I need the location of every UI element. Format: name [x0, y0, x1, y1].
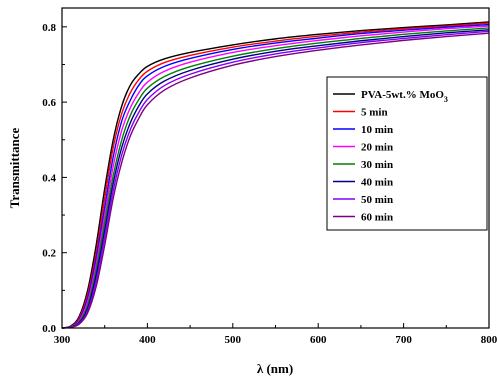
y-axis-ticks: 0.0 0.2 0.4 0.6 0.8: [42, 22, 67, 335]
legend-label-5: 40 min: [361, 177, 393, 189]
y-tick-label: 0.0: [42, 323, 56, 335]
legend-label-1: 5 min: [361, 107, 388, 119]
legend-label-4: 30 min: [361, 159, 393, 171]
series-line-5: [61, 29, 490, 329]
x-tick-label: 600: [310, 334, 327, 346]
y-tick-label: 0.2: [42, 248, 56, 260]
y-tick-label: 0.8: [42, 22, 56, 34]
series-line-7: [61, 32, 490, 329]
y-axis-title: Transmittance: [7, 127, 22, 208]
x-axis-title: λ (nm): [257, 361, 293, 376]
x-axis-symbol: λ: [257, 361, 264, 376]
x-tick-label: 300: [54, 334, 71, 346]
series-line-4: [61, 27, 490, 329]
x-tick-label: 700: [395, 334, 412, 346]
x-tick-label: 800: [481, 334, 497, 346]
series-line-6: [61, 30, 490, 329]
legend: PVA-5wt.% MoO3 5 min 10 min 20 min 30 min 40 …: [326, 76, 488, 231]
legend-label-7: 60 min: [361, 212, 393, 224]
x-axis-ticks: 300 400 500 600 700 800: [54, 323, 497, 346]
legend-label-3: 20 min: [361, 142, 393, 154]
y-tick-label: 0.6: [42, 97, 56, 109]
series-line-2: [61, 23, 490, 329]
legend-label-0: PVA-5wt.% MoO3: [361, 89, 448, 104]
legend-label-2: 10 min: [361, 124, 393, 136]
series-line-3: [61, 25, 490, 329]
x-axis-unit: (nm): [263, 361, 293, 376]
y-tick-label: 0.4: [42, 172, 56, 184]
x-tick-label: 400: [139, 334, 156, 346]
series-line-1: [61, 22, 490, 329]
x-tick-label: 500: [225, 334, 242, 346]
series-line-0: [61, 21, 490, 329]
legend-box: [326, 76, 488, 231]
series-lines: [61, 21, 490, 329]
legend-label-6: 50 min: [361, 194, 393, 206]
